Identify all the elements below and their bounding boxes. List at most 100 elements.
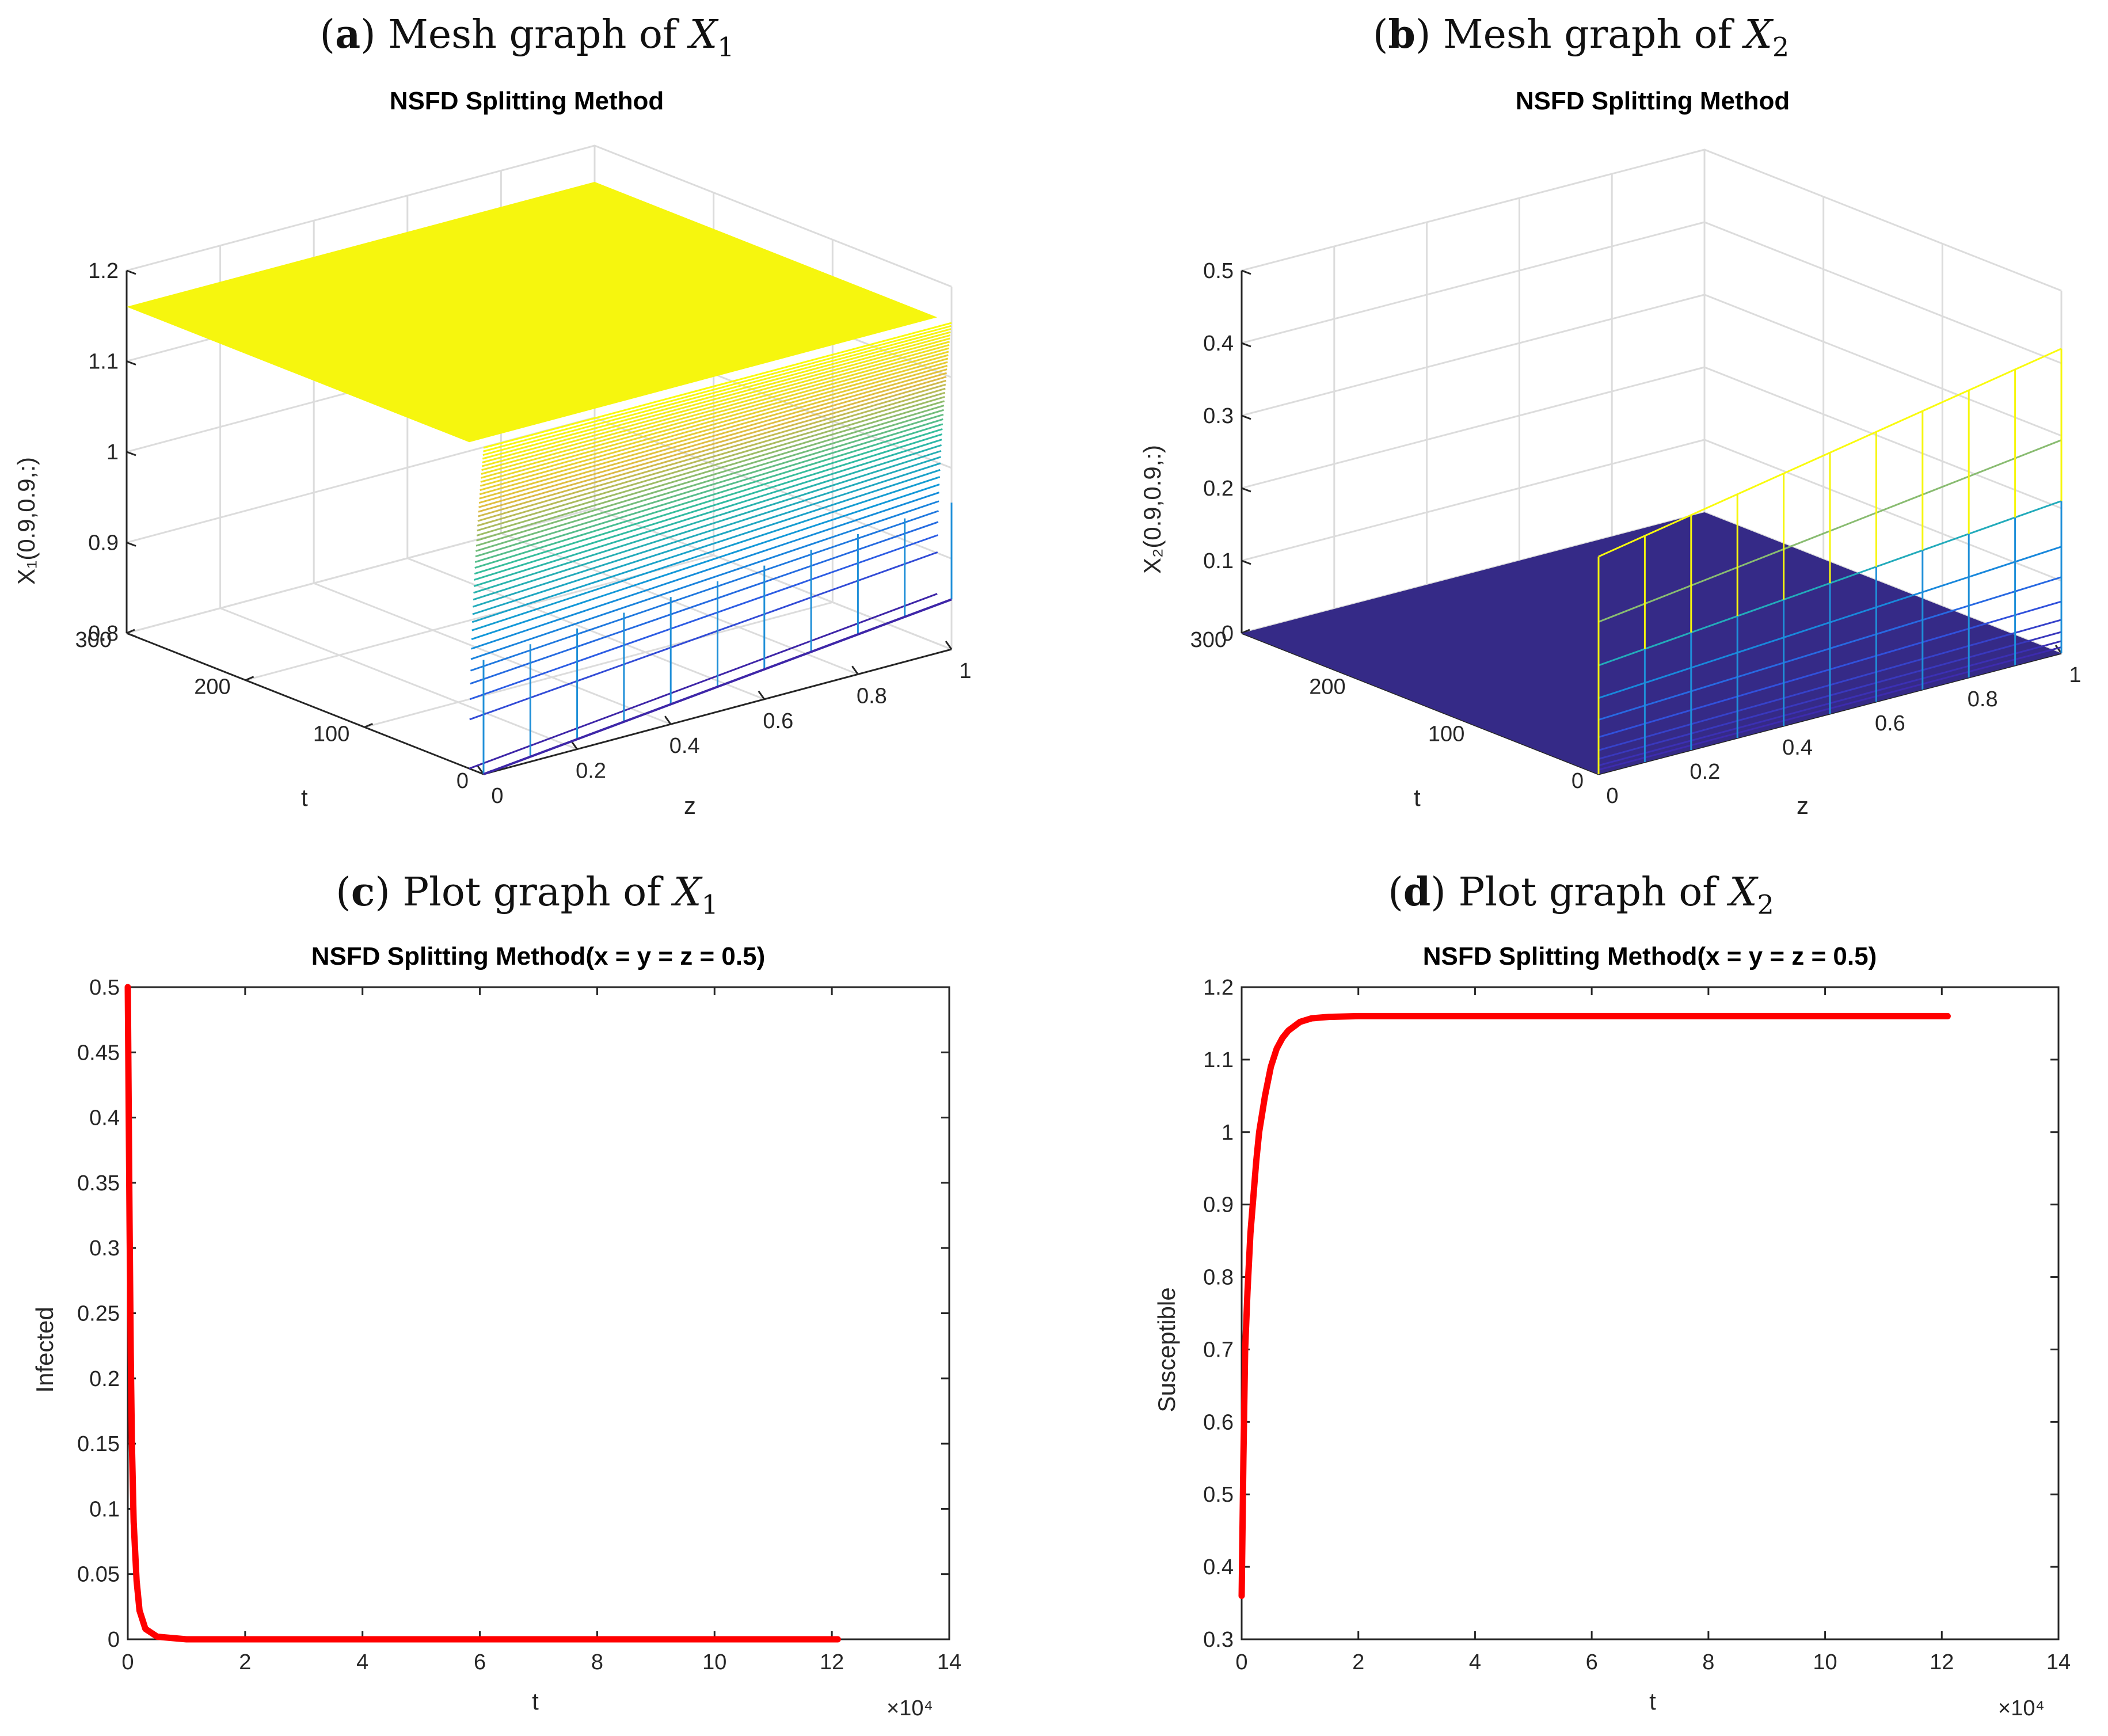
y-tick-label: 0.15 — [77, 1432, 120, 1456]
x-tick-label: 0.8 — [1968, 687, 1998, 711]
mesh-line — [471, 492, 940, 650]
y-tick-label: 1.2 — [1203, 976, 1234, 1000]
mesh-line — [473, 444, 942, 594]
wall-gridline — [1241, 294, 2062, 437]
x-tick-label: 0.6 — [763, 709, 793, 733]
z-tick-label: 0.3 — [1203, 404, 1234, 428]
mesh-chart-x1: NSFD Splitting Method 0.8 0.9 1 1.1 1.2 0 100 2… — [13, 87, 972, 819]
mesh-line — [482, 331, 951, 460]
t-axis-label: t — [1414, 784, 1421, 811]
x-tick-label: 10 — [1813, 1650, 1837, 1674]
mesh-line — [471, 484, 940, 641]
mesh-line — [474, 418, 943, 563]
mesh-line — [478, 368, 948, 504]
mesh-line — [481, 347, 949, 479]
x-tick-label: 1 — [2069, 663, 2081, 687]
x-tick-label: 1 — [959, 659, 971, 683]
mesh-line — [474, 423, 943, 569]
z-tick-label: 0.1 — [1203, 549, 1234, 573]
caption-d: (d) Plot graph of X2 — [1388, 869, 1774, 920]
y-tick-label: 0.1 — [89, 1497, 120, 1521]
z-tick — [1241, 269, 1251, 275]
chart-title: NSFD Splitting Method(x = y = z = 0.5) — [311, 942, 765, 970]
mesh-line — [482, 328, 952, 456]
z-tick — [1241, 559, 1251, 565]
x-tick-label: 8 — [1702, 1650, 1714, 1674]
mesh-line — [481, 337, 950, 467]
mesh-line — [471, 476, 941, 631]
wall-gridline — [1241, 149, 2062, 292]
data-line — [124, 984, 841, 1643]
y-tick-label: 1 — [1222, 1121, 1234, 1145]
chart-title: NSFD Splitting Method(x = y = z = 0.5) — [1423, 942, 1877, 970]
x-tick-label: 0.2 — [1690, 760, 1720, 784]
t-tick-label: 200 — [1309, 675, 1345, 699]
x-tick-label: 14 — [937, 1650, 961, 1674]
y-tick-label: 0.3 — [1203, 1628, 1234, 1652]
t-tick-label: 0 — [1572, 769, 1584, 793]
y-tick-label: 0.25 — [77, 1302, 120, 1326]
mesh-line — [476, 400, 945, 542]
mesh-line — [482, 334, 951, 463]
x-tick — [2054, 645, 2063, 654]
mesh-line — [470, 500, 939, 660]
z-tick — [1241, 342, 1251, 348]
y-axis-label: Infected — [31, 1307, 58, 1392]
x-tick — [664, 715, 672, 725]
z-tick — [126, 269, 136, 275]
z-tick — [126, 360, 136, 366]
floor-gridline — [500, 532, 858, 675]
steady-surface — [1242, 512, 2061, 774]
x-tick-label: 10 — [702, 1650, 726, 1674]
x-tick-label: 12 — [820, 1650, 844, 1674]
y-tick-label: 0.35 — [77, 1171, 120, 1196]
z-tick-label: 0.9 — [88, 531, 119, 555]
z-tick — [126, 542, 136, 547]
mesh-line — [480, 351, 949, 483]
wall-gridline — [1241, 221, 2062, 364]
x-axis-label: z — [1797, 792, 1809, 819]
z-tick-label: 0.5 — [1203, 259, 1234, 283]
mesh-line — [474, 433, 943, 581]
y-tick-label: 1.1 — [1203, 1048, 1234, 1072]
plot-axes: 0 0.05 0.1 0.15 0.2 0.25 0.3 0.35 0.4 0.45 0.5 0 2 4 6… — [77, 976, 961, 1674]
y-tick-label: 0.4 — [1203, 1555, 1234, 1579]
x-axis-line — [483, 648, 952, 775]
mesh-line — [478, 379, 946, 517]
t-axis-label: t — [301, 784, 308, 811]
caption-c: (c) Plot graph of X1 — [336, 869, 718, 920]
chart-title: NSFD Splitting Method — [1516, 87, 1790, 115]
t-tick — [126, 629, 135, 634]
mesh-line — [477, 391, 946, 532]
caption-a: (a) Mesh graph of X1 — [319, 12, 735, 63]
x-tick-label: 0.2 — [576, 759, 606, 783]
x-tick — [758, 690, 766, 700]
mesh-line — [473, 439, 942, 587]
mesh-line — [478, 372, 947, 508]
mesh-line — [481, 344, 950, 475]
z-tick-label: 0.8 — [88, 622, 119, 646]
mesh-line — [483, 325, 952, 452]
t-tick — [1241, 629, 1250, 634]
t-tick-label: 100 — [1428, 722, 1464, 746]
y-tick-label: 0.05 — [77, 1563, 120, 1587]
floor-gridline — [313, 582, 671, 725]
mesh-line — [472, 462, 941, 615]
y-tick-label: 0.5 — [1203, 1483, 1234, 1507]
mesh-line — [475, 409, 944, 552]
steady-surface — [127, 182, 938, 443]
x-tick-label: 4 — [356, 1650, 368, 1674]
x-tick-label: 0 — [121, 1650, 134, 1674]
caption-b: (b) Mesh graph of X2 — [1372, 12, 1790, 63]
mesh-line — [480, 357, 949, 491]
y-tick-label: 0.45 — [77, 1041, 120, 1065]
x-axis-label: t — [1649, 1688, 1656, 1715]
mesh-line — [469, 593, 938, 770]
line-chart-infected: NSFD Splitting Method(x = y = z = 0.5) 0… — [31, 942, 961, 1720]
x-tick-label: 2 — [239, 1650, 251, 1674]
z-tick — [1241, 487, 1251, 493]
x-tick — [945, 641, 953, 650]
mesh-line — [480, 354, 949, 487]
y-tick-label: 0.6 — [1203, 1410, 1234, 1434]
z-tick-label: 0.2 — [1203, 477, 1234, 501]
